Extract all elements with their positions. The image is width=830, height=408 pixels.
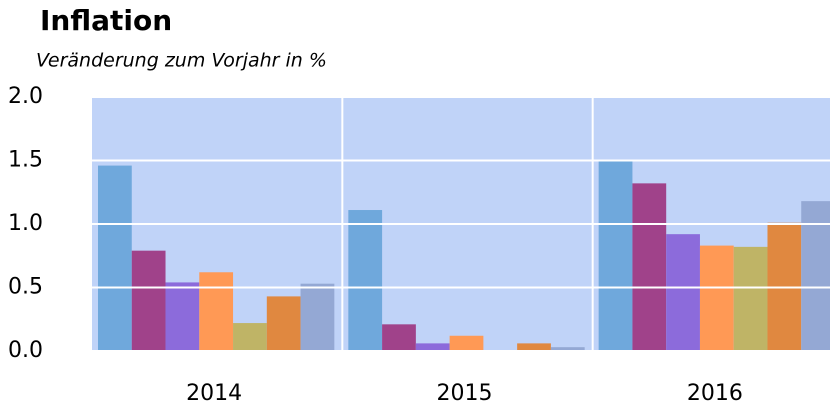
bar [415,343,450,351]
bar [266,296,301,351]
bar [300,283,335,351]
bar [699,245,734,351]
bar [801,201,830,351]
x-tick-label: 2014 [186,381,242,406]
y-tick-label: 0.0 [8,338,43,363]
bar [98,165,132,351]
bar [666,234,700,351]
x-tick-label: 2016 [687,381,743,406]
chart-subtitle: Veränderung zum Vorjahr in % [36,50,327,72]
bar [598,160,633,351]
bar [199,272,234,351]
bar [449,335,484,351]
bar [550,347,585,351]
bar [165,282,200,351]
bar [733,246,768,351]
bars [98,160,830,351]
bar [517,343,551,351]
bar [233,323,267,351]
bar [348,210,383,351]
y-tick-label: 0.5 [8,275,43,300]
bar [632,183,667,351]
bar [382,324,416,351]
y-tick-label: 2.0 [8,84,43,109]
x-tick-label: 2015 [437,381,493,406]
chart-title: Inflation [40,4,172,37]
bar [131,250,166,351]
y-tick-label: 1.5 [8,148,43,173]
y-tick-label: 1.0 [8,211,43,236]
